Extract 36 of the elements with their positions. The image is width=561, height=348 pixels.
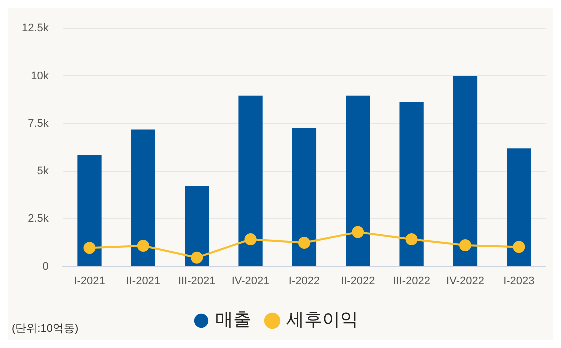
x-tick-label: I-2022 xyxy=(288,275,320,288)
bar xyxy=(346,96,370,266)
legend-label: 매출 xyxy=(216,310,252,331)
bar xyxy=(131,130,156,266)
x-tick-label: III-2022 xyxy=(393,275,430,288)
bar xyxy=(292,128,317,266)
bar xyxy=(453,76,478,266)
y-tick-label: 12.5k xyxy=(22,22,50,35)
bar xyxy=(238,96,263,266)
x-tick-label: IV-2021 xyxy=(232,275,270,288)
point xyxy=(459,239,472,252)
point xyxy=(137,240,150,252)
point xyxy=(298,236,310,249)
point xyxy=(406,234,418,246)
point xyxy=(352,226,364,238)
x-tick-label: IV-2022 xyxy=(446,275,484,288)
x-tick-label: III-2021 xyxy=(178,275,216,288)
point xyxy=(191,252,204,264)
x-tick-label: II-2021 xyxy=(126,275,161,288)
legend-label: 세후이익 xyxy=(286,310,358,331)
y-tick-label: 10k xyxy=(31,70,50,82)
point xyxy=(84,242,96,254)
y-tick-label: 2.5k xyxy=(28,213,50,226)
y-tick-label: 0 xyxy=(42,260,49,273)
bar xyxy=(507,148,532,266)
y-tick-label: 5k xyxy=(37,166,50,178)
bar xyxy=(400,102,424,266)
bar xyxy=(78,155,102,266)
x-tick-label: I-2023 xyxy=(504,275,535,288)
y-tick-label: 7.5k xyxy=(28,118,50,130)
text: (단위:10억동) xyxy=(12,322,79,336)
x-tick-label: II-2022 xyxy=(341,275,376,288)
bar xyxy=(185,186,210,266)
point xyxy=(244,234,257,246)
point xyxy=(513,241,526,254)
x-tick-label: I-2021 xyxy=(74,275,106,288)
